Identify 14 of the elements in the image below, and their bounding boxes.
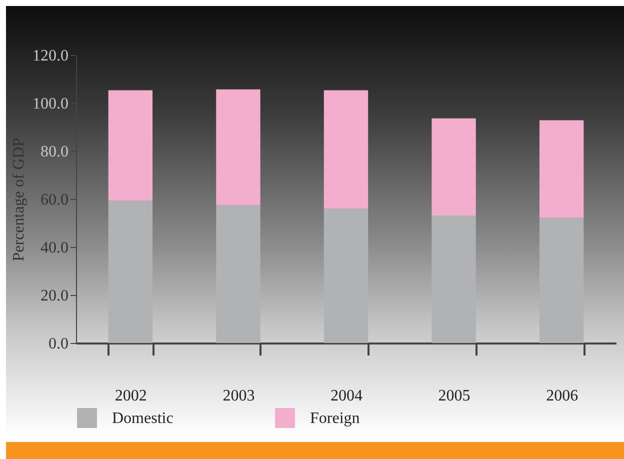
y-tick-label: 20.0 bbox=[40, 288, 68, 304]
legend-label: Domestic bbox=[112, 410, 174, 427]
y-tick-label: 0.0 bbox=[48, 336, 68, 352]
legend-label: Foreign bbox=[310, 410, 360, 427]
x-tick-label: 2002 bbox=[114, 388, 147, 404]
y-tick-label: 80.0 bbox=[40, 144, 68, 160]
y-tick-label: 60.0 bbox=[40, 192, 68, 208]
x-tick-label: 2006 bbox=[546, 388, 578, 404]
x-tick-label: 2004 bbox=[330, 388, 362, 404]
y-tick-label: 120.0 bbox=[32, 48, 68, 64]
x-tick-label: 2005 bbox=[438, 388, 470, 404]
y-tick-label: 40.0 bbox=[40, 240, 68, 256]
y-tick-label: 100.0 bbox=[32, 96, 68, 112]
x-tick-label: 2003 bbox=[222, 388, 255, 404]
